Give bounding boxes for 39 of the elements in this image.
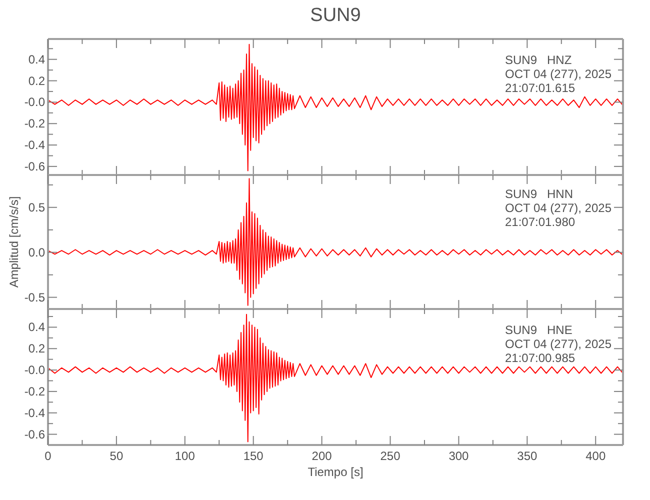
y-tick-label: -0.4 (24, 138, 46, 152)
y-tick-label: 0.0 (28, 245, 46, 260)
y-tick-label: 0.5 (28, 200, 46, 214)
x-tick-label: 100 (174, 449, 196, 463)
y-tick-label: -0.0 (24, 95, 46, 110)
x-tick-label: 150 (243, 449, 264, 463)
annotation: 21:07:00.985 (505, 351, 576, 365)
y-tick-label: 0.2 (28, 74, 46, 88)
x-tick-label: 350 (517, 449, 538, 463)
annotation: OCT 04 (277), 2025 (505, 67, 612, 81)
x-tick-label: 0 (44, 449, 52, 463)
y-tick-label: -0.5 (24, 290, 46, 304)
x-tick-label: 50 (110, 449, 124, 463)
annotation: SUN9 HNZ (505, 53, 573, 67)
annotation: 21:07:01.615 (505, 81, 576, 95)
y-tick-label: 0.2 (28, 342, 46, 356)
annotation: SUN9 HNE (505, 323, 574, 337)
line-series (48, 314, 623, 442)
annotation: SUN9 HNN (505, 187, 574, 201)
x-tick-label: 400 (586, 449, 606, 463)
y-tick-label: -0.2 (24, 384, 46, 398)
x-axis-title: Tiempo [s] (306, 465, 364, 479)
annotation: OCT 04 (277), 2025 (505, 337, 612, 351)
y-tick-label: -0.0 (24, 363, 46, 378)
y-tick-label: 0.4 (28, 320, 46, 334)
x-tick-label: 200 (312, 449, 332, 463)
y-tick-label: 0.4 (28, 52, 46, 66)
chart-title: SUN9 (309, 5, 362, 27)
y-tick-label: -0.2 (24, 116, 46, 131)
line-series (48, 178, 623, 306)
y-axis-title: Amplitud [cm/s/s] (7, 196, 21, 288)
y-tick-label: -0.6 (24, 427, 46, 442)
annotation: OCT 04 (277), 2025 (505, 201, 612, 215)
x-tick-label: 250 (380, 449, 401, 463)
annotation: 21:07:01.980 (505, 215, 576, 229)
y-tick-label: -0.4 (24, 406, 46, 420)
y-tick-label: -0.6 (24, 159, 46, 174)
line-series (48, 44, 623, 172)
x-tick-label: 300 (448, 449, 470, 463)
